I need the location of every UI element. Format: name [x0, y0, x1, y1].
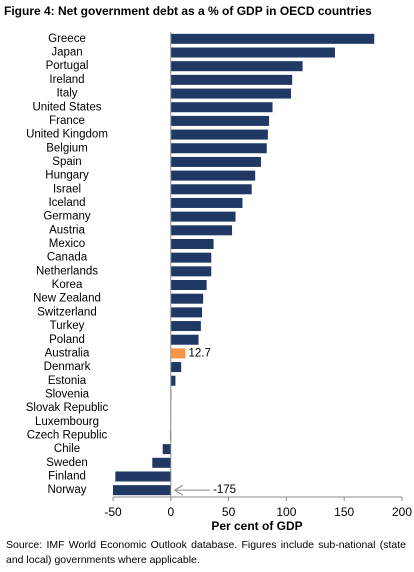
- x-tick-label: 200: [392, 505, 412, 519]
- bar: [170, 184, 252, 195]
- bar: [170, 88, 292, 99]
- y-tick-label: Japan: [51, 47, 82, 59]
- bar: [170, 334, 199, 345]
- y-tick-label: Sweden: [46, 457, 88, 469]
- y-tick-label: United States: [32, 101, 101, 113]
- bar: [170, 47, 335, 58]
- bar: [170, 170, 256, 181]
- bar: [170, 143, 267, 154]
- y-tick-label: Chile: [54, 443, 80, 455]
- bar: [170, 307, 203, 318]
- y-tick-label: Australia: [45, 347, 90, 359]
- chart: Figure 4: Net government debt as a % of …: [4, 4, 412, 533]
- x-tick-label: 100: [276, 505, 296, 519]
- bar: [170, 348, 186, 359]
- y-tick-label: Italy: [56, 88, 77, 100]
- bar: [170, 375, 176, 386]
- bar: [170, 225, 233, 236]
- y-tick-label: United Kingdom: [26, 129, 108, 141]
- bar: [170, 115, 270, 126]
- x-tick-label: 150: [334, 505, 354, 519]
- y-tick-label: Israel: [53, 183, 81, 195]
- y-tick-label: Germany: [43, 211, 91, 223]
- x-axis-label: Per cent of GDP: [211, 519, 302, 533]
- chart-title: Figure 4: Net government debt as a % of …: [4, 4, 372, 18]
- source-note: Source: IMF World Economic Outlook datab…: [6, 539, 406, 566]
- bar: [170, 61, 303, 72]
- y-tick-label: Portugal: [46, 60, 89, 72]
- y-tick-label: Iceland: [48, 197, 85, 209]
- x-tick-label: -50: [104, 505, 122, 519]
- y-tick-label: Norway: [48, 484, 87, 496]
- arrow-head: [173, 484, 184, 496]
- y-tick-label: France: [49, 115, 85, 127]
- bar: [170, 129, 268, 140]
- y-tick-label: Spain: [52, 156, 81, 168]
- bar: [152, 457, 171, 468]
- value-label: 12.7: [188, 347, 210, 359]
- bar: [113, 485, 171, 496]
- y-tick-label: Belgium: [46, 142, 88, 154]
- y-tick-label: Slovenia: [45, 388, 90, 400]
- y-tick-label: Korea: [52, 279, 83, 291]
- y-tick-label: Ireland: [49, 74, 84, 86]
- y-tick-label: Estonia: [48, 375, 87, 387]
- bar: [170, 102, 273, 113]
- y-tick-label: Greece: [48, 33, 86, 45]
- y-tick-label: Finland: [48, 471, 86, 483]
- y-tick-label: Austria: [49, 224, 85, 236]
- y-tick-label: Slovak Republic: [26, 402, 109, 414]
- bar: [170, 33, 375, 44]
- bar: [170, 252, 212, 263]
- bar: [170, 362, 182, 373]
- y-tick-label: Hungary: [45, 170, 89, 182]
- y-tick-label: Denmark: [44, 361, 91, 373]
- bar: [170, 238, 214, 249]
- y-tick-label: Mexico: [49, 238, 85, 250]
- y-tick-label: Switzerland: [37, 306, 96, 318]
- bar: [170, 197, 243, 208]
- value-label: -175: [213, 484, 236, 496]
- y-tick-label: Netherlands: [36, 265, 98, 277]
- y-tick-label: Czech Republic: [27, 429, 108, 441]
- y-tick-label: Poland: [49, 334, 85, 346]
- bar: [170, 74, 293, 85]
- bar: [170, 293, 204, 304]
- bar: [170, 266, 212, 277]
- y-tick-label: New Zealand: [33, 293, 101, 305]
- y-tick-label: Turkey: [50, 320, 85, 332]
- y-tick-label: Canada: [47, 252, 88, 264]
- bars: [113, 33, 375, 496]
- y-tick-label: Luxembourg: [35, 416, 99, 428]
- x-tick-label: 0: [167, 505, 174, 519]
- bar: [170, 156, 261, 167]
- x-tick-label: 50: [222, 505, 236, 519]
- bar: [115, 471, 171, 482]
- bar: [162, 444, 171, 455]
- bar: [170, 211, 236, 222]
- bar: [170, 321, 201, 332]
- bar: [170, 280, 207, 291]
